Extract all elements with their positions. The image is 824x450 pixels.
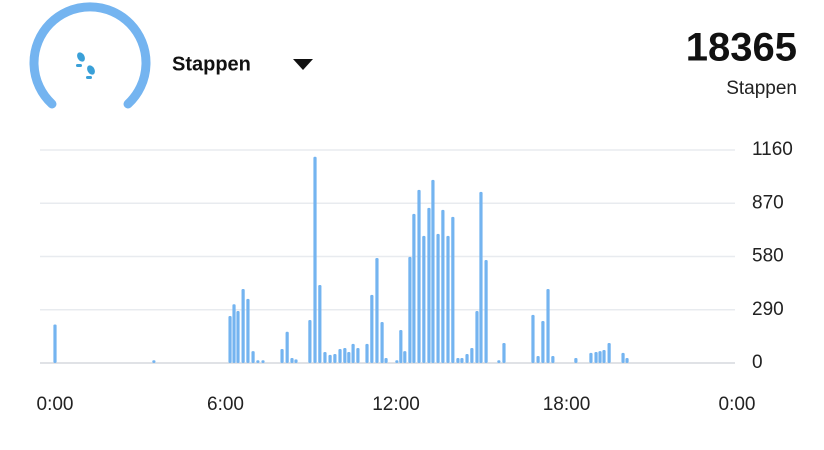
- x-tick-label: 18:00: [543, 394, 591, 415]
- bar: [536, 356, 540, 363]
- total-unit: Stappen: [726, 78, 797, 99]
- x-tick-label: 0:00: [719, 394, 756, 415]
- bar: [228, 315, 232, 363]
- dropdown-arrow[interactable]: [293, 59, 313, 70]
- bar: [574, 358, 578, 363]
- bar: [427, 207, 431, 363]
- bar: [422, 235, 426, 363]
- bar: [152, 360, 156, 363]
- bar: [395, 360, 399, 363]
- bar: [246, 298, 250, 363]
- y-tick-label: 1160: [752, 139, 793, 160]
- bar: [333, 354, 337, 363]
- bar: [602, 349, 606, 363]
- bar: [484, 259, 488, 363]
- bar: [343, 347, 347, 363]
- bar: [408, 256, 412, 363]
- bar: [625, 358, 629, 363]
- bar: [285, 331, 289, 363]
- bar: [607, 342, 611, 363]
- y-tick-label: 0: [752, 352, 763, 373]
- bar: [318, 284, 322, 363]
- x-tick-label: 12:00: [372, 394, 420, 415]
- bar: [460, 358, 464, 363]
- bar: [441, 209, 445, 363]
- bar: [351, 343, 355, 363]
- x-tick-label: 6:00: [207, 394, 244, 415]
- bar: [290, 358, 294, 363]
- bar: [251, 351, 255, 363]
- progress-ring: [29, 2, 151, 109]
- bar: [412, 213, 416, 363]
- bar: [313, 156, 317, 363]
- bar: [380, 322, 384, 363]
- bar: [431, 179, 435, 363]
- bar: [347, 351, 351, 363]
- bar: [256, 360, 260, 363]
- bar: [546, 289, 550, 363]
- bar: [598, 351, 602, 363]
- bar: [338, 349, 342, 363]
- bar: [370, 294, 374, 363]
- bar: [365, 343, 369, 363]
- x-tick-label: 0:00: [37, 394, 74, 415]
- bar: [594, 351, 598, 363]
- bar: [356, 347, 360, 363]
- bar: [479, 191, 483, 363]
- y-tick-label: 290: [752, 299, 784, 320]
- bar: [589, 352, 593, 363]
- bar: [236, 311, 240, 363]
- bar: [294, 359, 298, 363]
- bar: [280, 349, 284, 363]
- y-tick-label: 580: [752, 246, 784, 267]
- bar: [446, 235, 450, 363]
- bar: [399, 329, 403, 363]
- bar: [502, 342, 506, 363]
- bar: [470, 347, 474, 363]
- bar: [308, 320, 312, 363]
- y-tick-label: 870: [752, 192, 784, 213]
- bar: [53, 324, 57, 363]
- bar: [241, 289, 245, 363]
- total-value: 18365: [686, 26, 797, 70]
- bar: [403, 351, 407, 363]
- bar: [475, 311, 479, 363]
- bar: [541, 320, 545, 363]
- steps-icon: [76, 52, 95, 79]
- bar: [384, 358, 388, 363]
- bar: [497, 360, 501, 363]
- bar: [328, 354, 332, 363]
- bar: [531, 314, 535, 363]
- bar: [323, 351, 327, 363]
- bar: [232, 304, 236, 363]
- bar: [417, 189, 421, 363]
- bar: [436, 233, 440, 363]
- bar: [451, 216, 455, 363]
- bar: [621, 352, 625, 363]
- bar: [551, 356, 555, 363]
- bar: [261, 360, 265, 363]
- bar: [465, 354, 469, 363]
- metric-select[interactable]: Stappen: [172, 53, 251, 75]
- bar: [456, 358, 460, 363]
- bar: [375, 257, 379, 363]
